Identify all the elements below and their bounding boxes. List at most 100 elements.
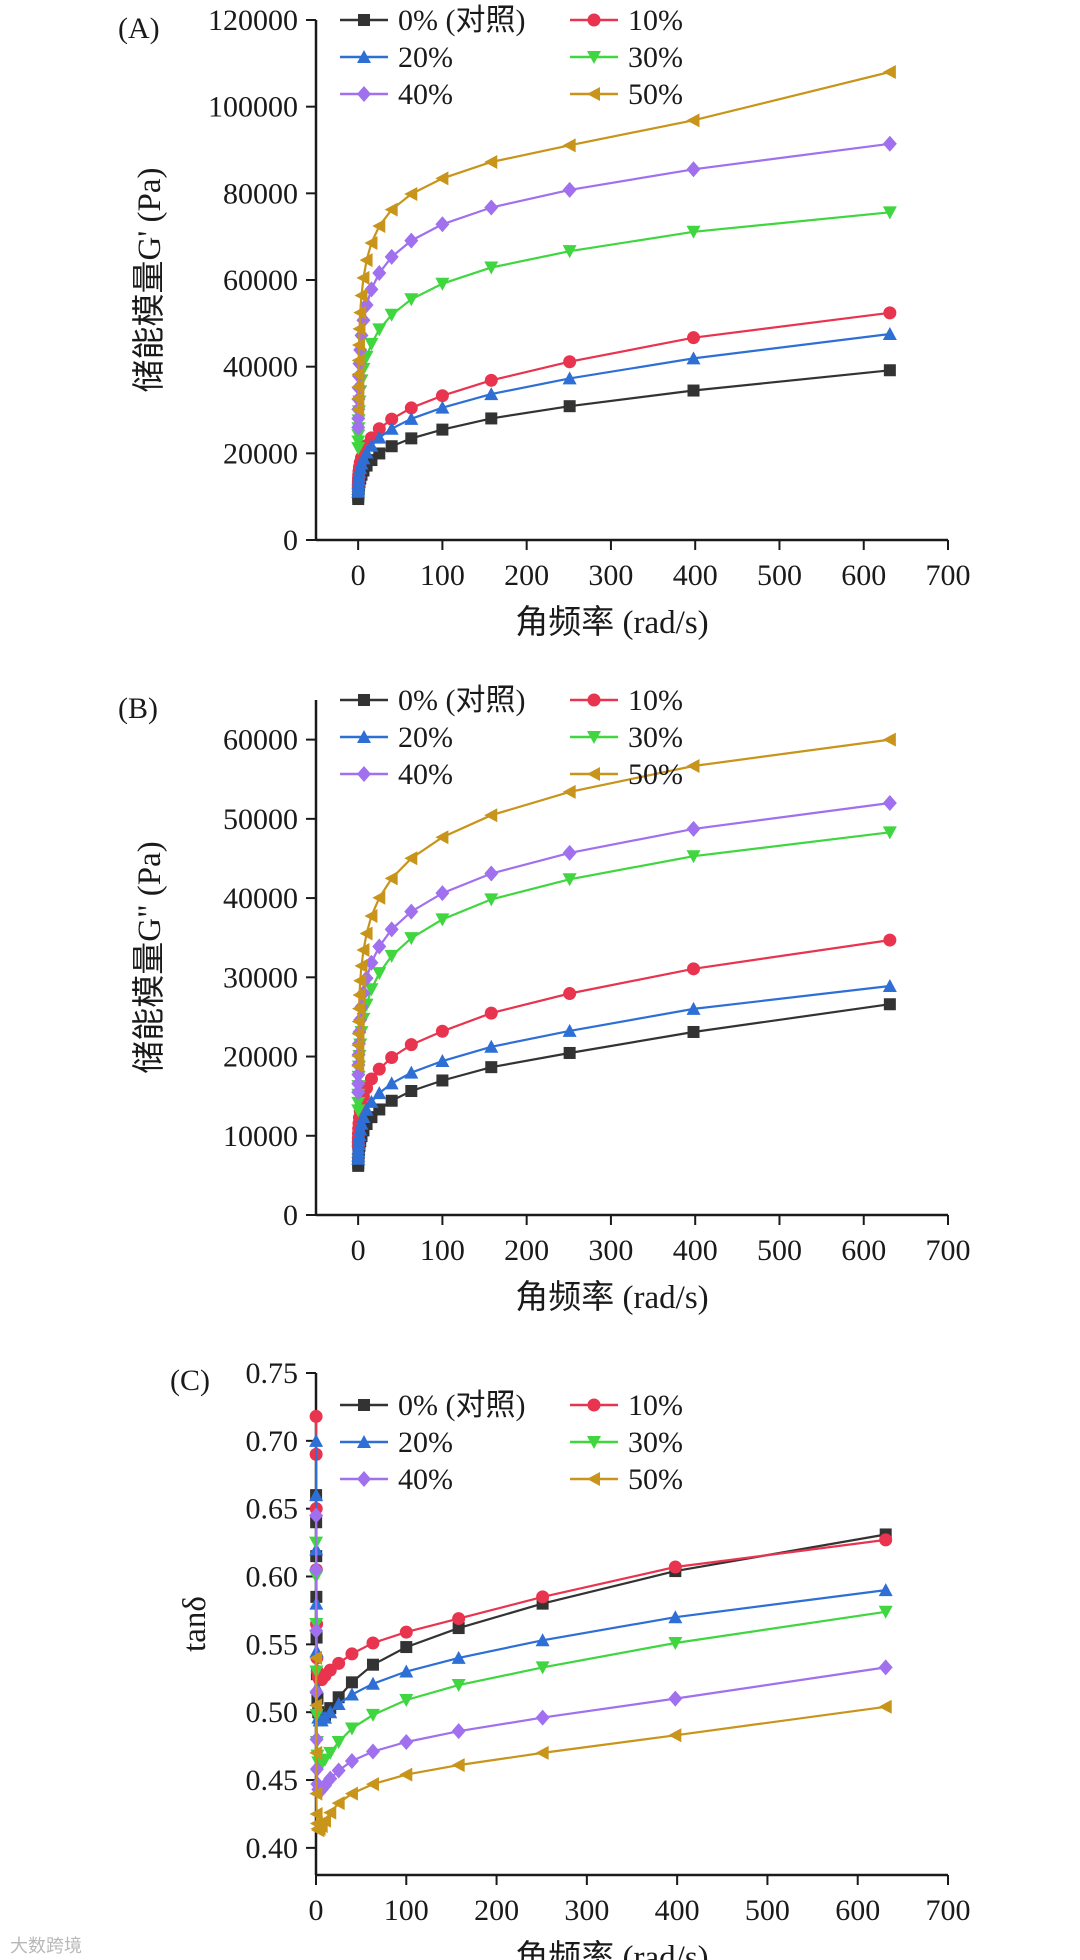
series-5 (351, 732, 896, 1074)
legend-marker (357, 766, 371, 782)
y-tick-label: 0.45 (246, 1764, 299, 1797)
data-point (484, 893, 499, 907)
data-point (351, 353, 365, 368)
data-point (435, 216, 450, 233)
legend-item: 30% (570, 41, 683, 74)
data-point (372, 264, 387, 281)
data-point (882, 326, 897, 340)
data-point (562, 245, 577, 259)
legend-label: 50% (628, 1463, 683, 1496)
data-point (404, 1038, 418, 1052)
data-point (535, 1661, 550, 1675)
data-point (359, 253, 373, 268)
data-point (351, 1096, 366, 1110)
panel-label: (B) (118, 692, 158, 725)
legend-item: 10% (570, 684, 683, 717)
y-tick-label: 0 (283, 524, 298, 557)
data-point (372, 967, 387, 981)
series-3 (351, 206, 897, 456)
legend-marker (357, 1471, 371, 1487)
data-point (365, 1676, 380, 1690)
data-point (344, 1753, 359, 1770)
data-point (882, 206, 897, 220)
data-point (452, 1622, 465, 1635)
x-axis-title: 角频率 (rad/s) (515, 1939, 708, 1960)
data-point (344, 1687, 359, 1701)
series-line (357, 831, 891, 1111)
legend-item: 40% (340, 78, 453, 111)
x-tick-label: 0 (351, 1234, 366, 1267)
data-point (451, 1723, 466, 1740)
data-point (384, 921, 399, 938)
x-tick-label: 700 (926, 559, 971, 592)
data-point (485, 1061, 498, 1074)
data-point (882, 732, 896, 747)
data-point (484, 387, 499, 401)
y-tick-label: 0 (283, 1199, 298, 1232)
data-point (351, 367, 365, 382)
data-point (331, 1736, 346, 1750)
data-point (372, 323, 387, 337)
data-point (668, 1728, 682, 1743)
data-point (372, 938, 387, 955)
data-point (535, 1745, 549, 1760)
x-tick-label: 500 (757, 1234, 802, 1267)
legend-marker (587, 731, 601, 744)
data-point (687, 384, 700, 397)
data-point (384, 202, 398, 217)
data-point (353, 973, 367, 988)
data-point (309, 1786, 323, 1801)
legend-item: 10% (570, 4, 683, 37)
series-line (315, 1542, 886, 1765)
data-point (668, 1610, 683, 1624)
data-point (351, 1084, 366, 1101)
legend-item: 20% (340, 41, 453, 74)
x-tick-label: 0 (351, 559, 366, 592)
data-point (404, 232, 419, 249)
y-tick-label: 10000 (223, 1120, 298, 1153)
data-point (436, 423, 449, 436)
y-tick-label: 0.75 (246, 1357, 299, 1390)
y-tick-label: 30000 (223, 961, 298, 994)
data-point (484, 373, 498, 387)
y-tick-label: 0.55 (246, 1628, 299, 1661)
legend-item: 50% (570, 758, 683, 791)
data-point (484, 865, 499, 882)
legend-marker (358, 1399, 370, 1411)
data-point (687, 331, 701, 345)
data-point (882, 135, 897, 152)
data-point (404, 293, 419, 307)
legend-item: 50% (570, 78, 683, 111)
legend-label: 0% (对照) (398, 1389, 525, 1422)
series-line (357, 984, 891, 1159)
data-point (351, 429, 366, 443)
data-point (882, 65, 896, 79)
x-tick-label: 400 (673, 559, 718, 592)
series-3 (309, 1536, 893, 1771)
y-tick-label: 40000 (223, 882, 298, 915)
data-point (536, 1590, 550, 1604)
series-0 (310, 1489, 892, 1723)
panel-label: (C) (170, 1364, 210, 1397)
legend-marker (587, 87, 600, 101)
series-line (357, 801, 891, 1093)
data-point (309, 1409, 323, 1423)
series-0 (352, 998, 896, 1172)
data-point (331, 1796, 345, 1811)
legend-marker (357, 1435, 371, 1448)
data-point (351, 1001, 365, 1016)
panel-a-storage-modulus: 0 100 200 300 400 500 600 700 0 20000 40000 60000 80… (118, 4, 971, 641)
data-point (366, 1636, 380, 1650)
x-tick-label: 0 (309, 1894, 324, 1927)
data-point (364, 983, 379, 997)
data-point (372, 422, 386, 436)
data-point (309, 1433, 324, 1447)
series-2 (309, 1433, 893, 1727)
data-point (404, 401, 418, 415)
data-point (562, 784, 576, 799)
series-line (315, 1515, 886, 1793)
series-line (315, 1495, 886, 1718)
series-2 (351, 326, 897, 498)
data-point (351, 1048, 365, 1063)
